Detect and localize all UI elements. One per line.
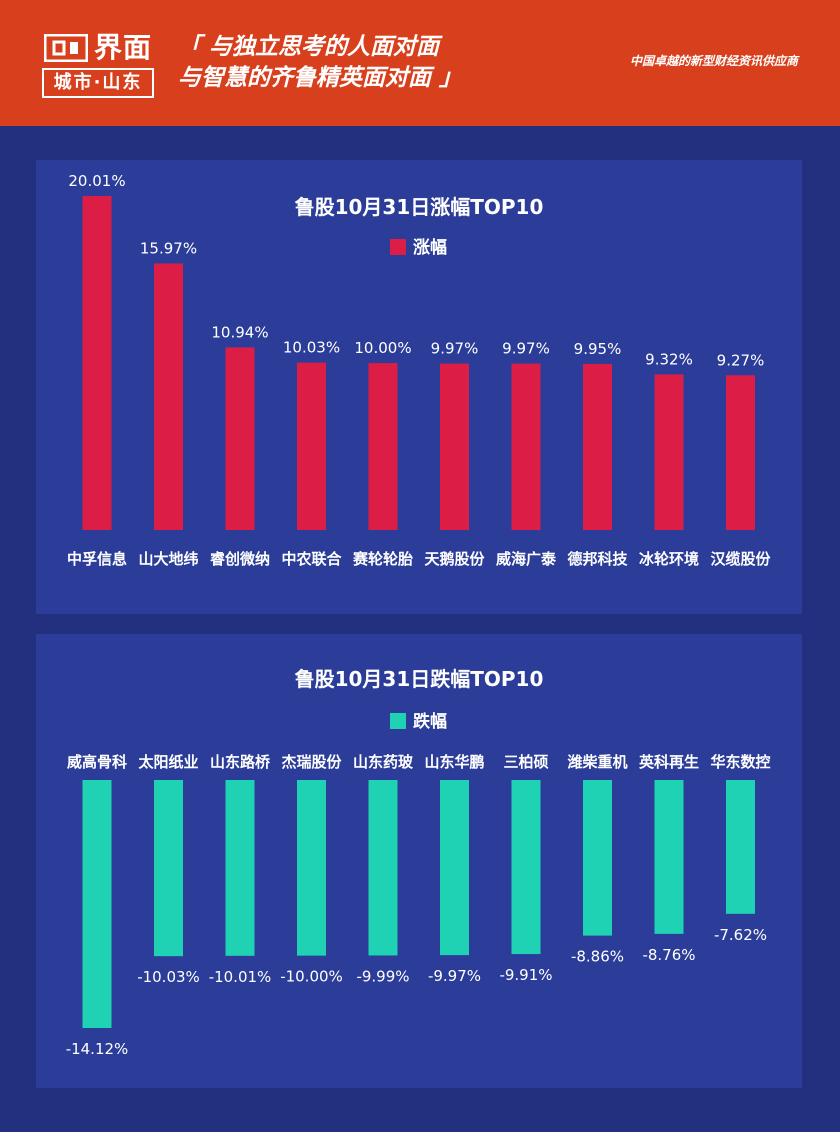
legend-swatch [390,239,406,255]
bar [440,780,469,956]
brand-logo: 界面 城市·山东 [42,30,160,100]
slogan: 「 与独立思考的人面对面 与智慧的齐鲁精英面对面 」 [178,32,462,94]
chart-title: 鲁股10月31日涨幅TOP10 [295,195,544,219]
bar [511,780,541,955]
data-label: -7.62% [714,926,767,944]
data-label: 9.97% [431,340,479,358]
data-label: -14.12% [66,1040,129,1058]
category-label: 潍柴重机 [567,753,627,771]
category-label: 睿创微纳 [210,550,270,568]
data-label: 10.00% [354,339,411,357]
category-label: 威高骨科 [67,753,127,771]
bar [368,363,398,530]
bar [368,780,398,956]
category-label: 杰瑞股份 [281,753,342,771]
data-label: 9.27% [717,351,765,369]
category-label: 德邦科技 [567,550,628,568]
chart-title: 鲁股10月31日跌幅TOP10 [295,667,544,691]
bar [511,363,541,530]
logo-mark-icon [44,34,88,62]
gainers-chart-panel: 鲁股10月31日涨幅TOP10 涨幅 20.01% 中孚信息 15.97% 山大地纬 10.… [36,160,802,614]
legend-swatch [390,713,406,729]
bar [583,780,612,936]
data-label: 20.01% [68,172,125,190]
category-label: 华东数控 [710,753,770,771]
gainers-bar-chart: 鲁股10月31日涨幅TOP10 涨幅 20.01% 中孚信息 15.97% 山大地纬 10.… [67,172,772,568]
data-label: 10.03% [283,339,340,357]
bar [154,263,183,530]
bar [654,780,684,934]
data-label: -10.00% [280,968,343,986]
category-label: 太阳纸业 [138,753,198,771]
bar [726,780,755,914]
data-label: -10.03% [137,968,200,986]
data-label: 9.97% [502,340,550,358]
category-label: 威海广泰 [496,550,557,568]
bar [82,196,112,530]
category-label: 英科再生 [639,753,699,771]
bar [297,362,326,530]
header-banner: 界面 城市·山东 「 与独立思考的人面对面 与智慧的齐鲁精英面对面 」 中国卓越… [0,0,840,126]
bar [654,374,684,530]
bar [583,363,612,530]
category-label: 赛轮轮胎 [352,550,413,568]
data-label: 10.94% [211,323,268,341]
data-label: 9.32% [645,350,693,368]
losers-bar-chart: 鲁股10月31日跌幅TOP10 跌幅 -14.12% 威高骨科 -10.03% 太阳纸业 -… [66,667,771,1058]
category-label: 中孚信息 [67,550,127,568]
bar [726,375,755,530]
data-label: -9.97% [428,967,481,985]
data-label: -8.86% [571,948,624,966]
data-label: 15.97% [140,239,197,257]
losers-chart-panel: 鲁股10月31日跌幅TOP10 跌幅 -14.12% 威高骨科 -10.03% 太阳纸业 -… [36,634,802,1088]
logo-subtitle: 城市·山东 [42,68,154,98]
data-label: -10.01% [209,968,272,986]
category-label: 中农联合 [281,550,342,568]
data-label: -8.76% [642,946,695,964]
category-label: 山东华鹏 [424,753,484,771]
legend-label: 涨幅 [413,237,447,258]
legend-label: 跌幅 [413,711,447,732]
logo-text: 界面 [94,31,153,64]
tagline: 中国卓越的新型财经资讯供应商 [629,54,798,68]
category-label: 山东路桥 [210,753,271,771]
bar [225,347,255,530]
data-label: -9.99% [356,967,409,985]
bar [225,780,255,956]
category-label: 天鹅股份 [424,550,485,568]
slogan-line-2: 与智慧的齐鲁精英面对面 」 [178,65,463,91]
bar [154,780,183,957]
bar [82,780,112,1028]
data-label: -9.91% [499,966,552,984]
bar [297,780,326,956]
category-label: 山大地纬 [138,550,198,568]
slogan-line-1: 「 与独立思考的人面对面 [178,34,440,60]
data-label: 9.95% [574,340,622,358]
category-label: 三柏硕 [503,753,548,771]
category-label: 冰轮环境 [639,550,699,568]
bar [440,363,469,530]
category-label: 汉缆股份 [710,550,771,568]
category-label: 山东药玻 [353,753,414,771]
